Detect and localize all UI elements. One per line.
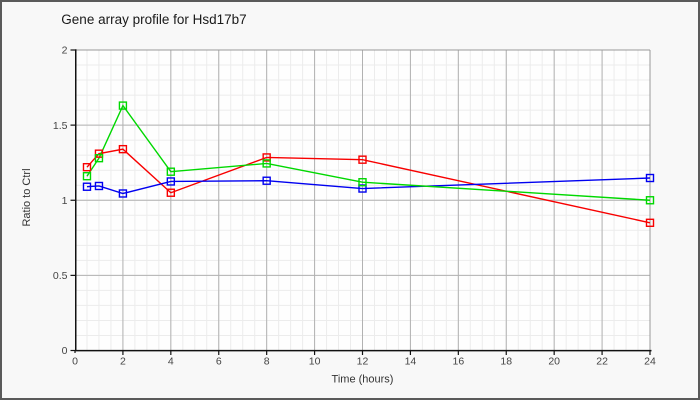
svg-text:1: 1 bbox=[62, 195, 68, 207]
svg-text:14: 14 bbox=[405, 356, 417, 368]
svg-text:Ratio to Ctrl: Ratio to Ctrl bbox=[21, 168, 33, 226]
svg-text:Time (hours): Time (hours) bbox=[332, 374, 394, 386]
svg-text:24: 24 bbox=[644, 356, 656, 368]
svg-text:1.5: 1.5 bbox=[53, 120, 68, 132]
svg-text:8: 8 bbox=[264, 356, 270, 368]
svg-text:0.5: 0.5 bbox=[53, 270, 68, 282]
svg-text:0: 0 bbox=[72, 356, 78, 368]
svg-text:2: 2 bbox=[62, 45, 68, 57]
svg-text:22: 22 bbox=[596, 356, 608, 368]
svg-text:16: 16 bbox=[452, 356, 464, 368]
svg-text:20: 20 bbox=[548, 356, 560, 368]
svg-text:10: 10 bbox=[309, 356, 321, 368]
svg-text:0: 0 bbox=[62, 345, 68, 357]
svg-text:18: 18 bbox=[500, 356, 512, 368]
svg-text:4: 4 bbox=[168, 356, 174, 368]
svg-text:12: 12 bbox=[357, 356, 369, 368]
svg-text:Gene array profile for Hsd17b7: Gene array profile for Hsd17b7 bbox=[61, 12, 246, 27]
svg-text:6: 6 bbox=[216, 356, 222, 368]
svg-text:2: 2 bbox=[120, 356, 126, 368]
